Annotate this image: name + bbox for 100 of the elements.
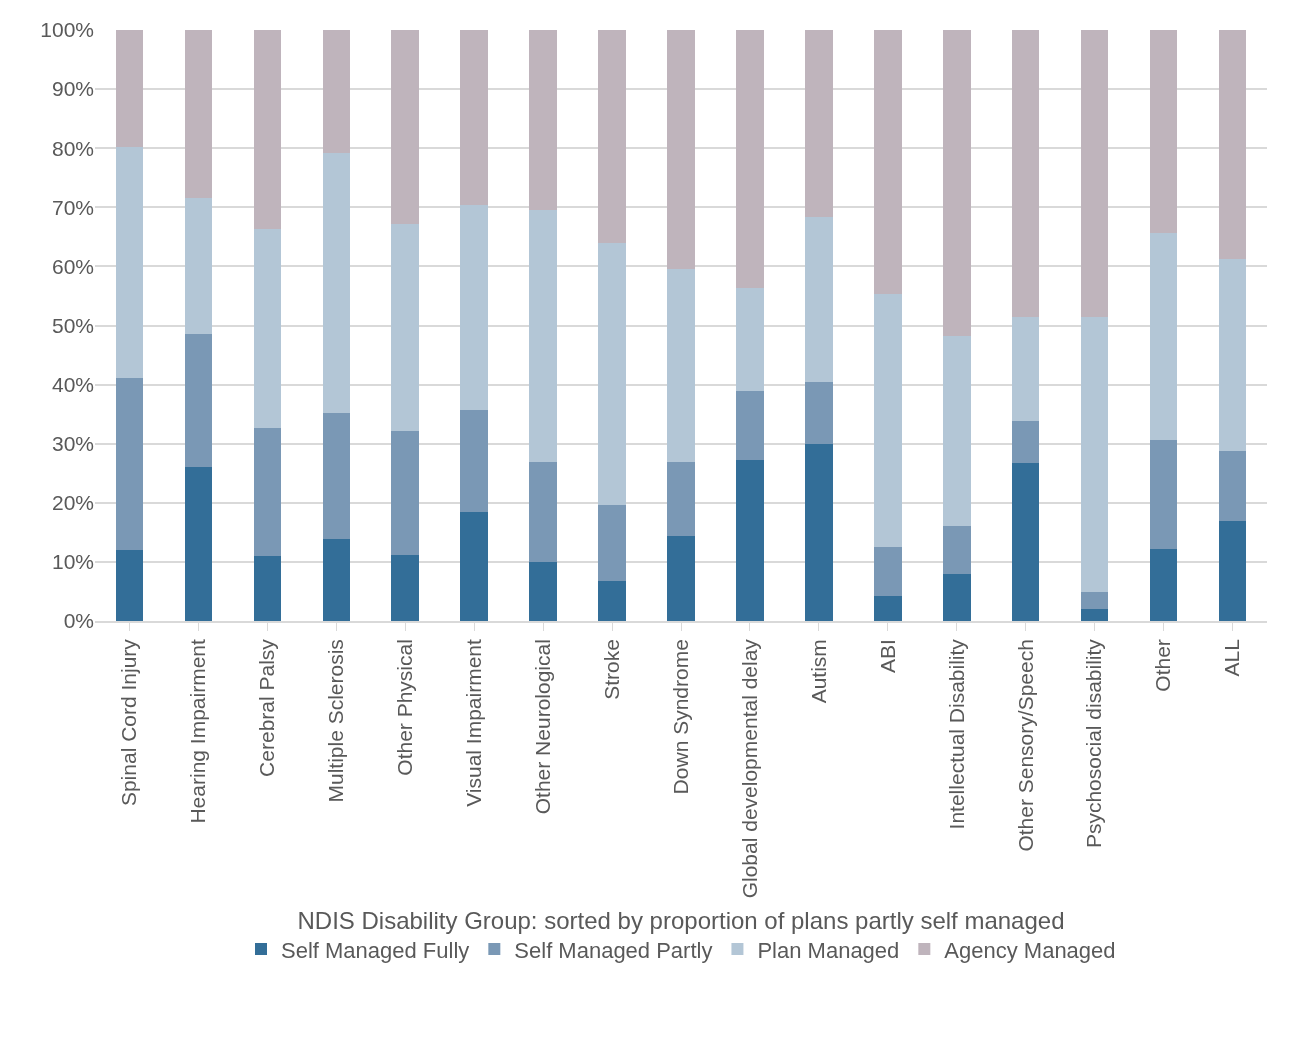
bar — [805, 30, 833, 218]
bar — [460, 30, 488, 205]
y-tick-label: 80% — [51, 136, 94, 160]
bar — [1080, 592, 1109, 610]
bar — [1011, 463, 1040, 621]
bar — [874, 30, 902, 295]
x-tick-label: Multiple Sclerosis — [324, 639, 348, 803]
bar — [115, 147, 144, 378]
bar — [322, 539, 351, 621]
x-tick-label: Other Physical — [393, 639, 417, 776]
bar — [322, 30, 351, 153]
bar — [874, 596, 902, 621]
y-tick-label: 90% — [51, 77, 94, 101]
bar — [529, 562, 557, 621]
bar — [874, 294, 902, 547]
bar — [1218, 520, 1247, 621]
bar — [184, 30, 213, 198]
x-tick-label: Global developmental delay — [737, 638, 761, 899]
bar — [253, 555, 282, 621]
bar — [184, 197, 213, 334]
bar — [460, 512, 488, 621]
bar — [529, 209, 557, 463]
bar — [529, 462, 557, 563]
x-tick-label: Cerebral Palsy — [255, 638, 279, 777]
bar — [322, 412, 351, 540]
bar — [115, 550, 144, 621]
legend-label: Agency Managed — [944, 937, 1116, 963]
bar — [184, 333, 213, 468]
bar — [1149, 549, 1178, 621]
bar — [253, 30, 282, 229]
bar — [942, 335, 971, 526]
bar — [322, 152, 351, 413]
x-tick-label: Intellectual Disability — [944, 638, 968, 830]
bar — [874, 546, 902, 597]
x-tick-label: Visual Impairment — [462, 638, 486, 807]
bar — [115, 377, 144, 551]
bar — [736, 459, 764, 621]
bar — [805, 381, 833, 445]
bar — [115, 30, 144, 148]
bar — [1149, 30, 1178, 233]
legend-label: Plan Managed — [757, 937, 900, 963]
bar — [942, 30, 971, 336]
bar — [1218, 450, 1247, 521]
bar — [1080, 30, 1109, 317]
bar — [598, 242, 626, 505]
legend-label: Self Managed Fully — [281, 937, 470, 963]
y-tick-label: 40% — [51, 372, 94, 396]
bar — [598, 504, 626, 581]
x-tick-label: ALL — [1220, 639, 1244, 677]
x-tick-label: Autism — [806, 639, 830, 704]
bar — [391, 224, 420, 432]
y-tick-label: 30% — [51, 432, 94, 456]
bar — [1218, 259, 1247, 451]
legend-label: Self Managed Partly — [514, 937, 713, 963]
bar — [736, 390, 764, 460]
bar — [667, 30, 695, 270]
y-tick-label: 50% — [51, 313, 94, 337]
x-tick-label: Other — [1151, 639, 1175, 692]
bar — [667, 535, 695, 621]
bar — [1149, 440, 1178, 550]
y-tick-label: 100% — [40, 18, 94, 42]
bar — [942, 525, 971, 574]
bar — [736, 287, 764, 391]
bar — [253, 428, 282, 556]
y-tick-label: 20% — [51, 491, 94, 515]
bar — [598, 30, 626, 243]
bar — [667, 462, 695, 536]
x-tick-label: Spinal Cord Injury — [117, 638, 141, 807]
bar — [598, 580, 626, 621]
bar — [1011, 30, 1040, 317]
x-tick-label: Hearing Impairment — [186, 638, 210, 824]
bar — [1149, 232, 1178, 441]
y-tick-label: 0% — [63, 609, 94, 633]
bar — [391, 555, 420, 621]
bar — [1080, 609, 1109, 621]
bar — [391, 431, 420, 556]
y-tick-label: 10% — [51, 550, 94, 574]
bar — [805, 217, 833, 382]
x-tick-label: Stroke — [599, 639, 623, 700]
bar — [1080, 316, 1109, 593]
x-tick-label: Other Neurological — [530, 639, 554, 815]
bar — [736, 30, 764, 288]
y-tick-label: 60% — [51, 254, 94, 278]
bar — [1218, 30, 1247, 260]
bar — [460, 410, 488, 513]
bar — [391, 30, 420, 225]
x-tick-label: ABI — [875, 639, 899, 674]
x-tick-label: Down Syndrome — [668, 639, 692, 795]
bar — [1011, 316, 1040, 422]
bar — [460, 204, 488, 411]
bar — [529, 30, 557, 210]
x-tick-label: Psychosocial disability — [1082, 638, 1106, 849]
bar — [1011, 421, 1040, 464]
bar — [805, 444, 833, 621]
x-tick-label: Other Sensory/Speech — [1013, 639, 1037, 852]
x-axis-title: NDIS Disability Group: sorted by proportion of plans partly self managed — [297, 907, 1065, 935]
bar — [184, 467, 213, 621]
bar — [253, 228, 282, 429]
bar — [942, 573, 971, 621]
bar — [667, 269, 695, 463]
